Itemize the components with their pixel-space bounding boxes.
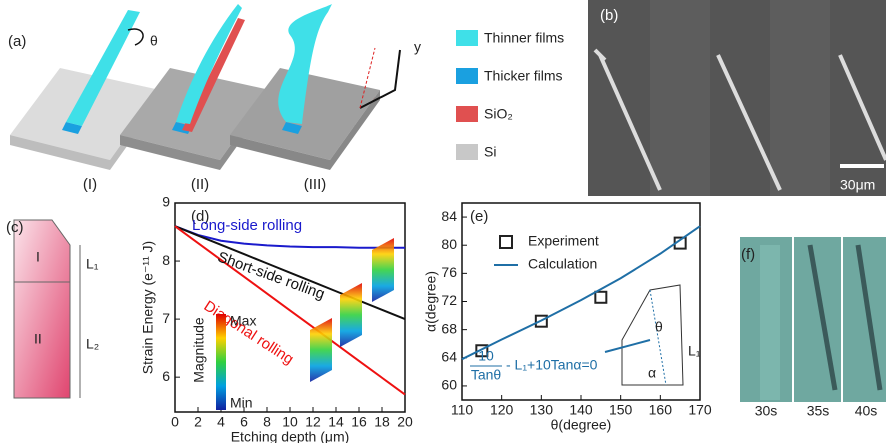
legend-text: Thinner films (484, 30, 564, 46)
panel-label: (f) (741, 246, 755, 263)
colorbar-min: Min (230, 395, 253, 411)
panel-label: (a) (8, 33, 26, 50)
x-tick-label: 0 (171, 414, 179, 430)
colorbar-title: Magnitude (191, 317, 207, 383)
x-tick-label: 6 (240, 414, 248, 430)
x-tick-label: 170 (688, 402, 712, 418)
series-label: Long-side rolling (192, 217, 302, 234)
length-label: L₂ (86, 336, 99, 352)
series-label: Diagonal rolling (201, 297, 297, 368)
x-tick-label: 4 (217, 414, 225, 430)
time-label: 30s (755, 403, 778, 419)
x-tick-label: 10 (282, 414, 298, 430)
length-label: L₁ (86, 256, 99, 272)
colorbar-max: Max (230, 313, 256, 329)
y-axis-label: Strain Energy (e⁻¹¹ J) (140, 241, 156, 374)
sem-image-band (770, 0, 830, 196)
x-tick-label: 140 (569, 402, 593, 418)
y-tick-label: 64 (441, 348, 457, 364)
roman-label: (I) (83, 176, 97, 193)
figure: (b) 30μm (f) 30s 35s 40s (c) I II L₁ L₂ … (0, 0, 886, 443)
legend-text: Si (484, 144, 496, 160)
film-strip (760, 245, 780, 400)
scale-label: 30μm (840, 177, 875, 193)
inset-l1: L₁ (688, 343, 701, 359)
y-tick-label: 9 (162, 194, 170, 210)
y-tick-label: 68 (441, 320, 457, 336)
y-tick-label: 6 (162, 368, 170, 384)
axis-label: y (414, 39, 421, 55)
legend-text: Calculation (528, 256, 597, 272)
panel-label: (e) (470, 208, 488, 225)
y-tick-label: 84 (441, 208, 457, 224)
legend-swatch (456, 30, 478, 46)
roman-label: (III) (304, 176, 327, 193)
rotation-arrow (128, 29, 143, 45)
x-tick-label: 2 (194, 414, 202, 430)
eq-num: 10 (478, 348, 494, 364)
y-tick-label: 80 (441, 236, 457, 252)
eq-rest: - L₁+10Tanα=0 (506, 357, 598, 373)
time-label: 35s (807, 403, 830, 419)
time-label: 40s (855, 403, 878, 419)
eq-den: Tanθ (471, 367, 502, 383)
panel-label: (b) (600, 7, 618, 24)
colorbar (216, 314, 226, 410)
x-tick-label: 18 (374, 414, 390, 430)
y-tick-label: 8 (162, 252, 170, 268)
y-tick-label: 7 (162, 310, 170, 326)
y-tick-label: 72 (441, 292, 457, 308)
part-label: II (34, 331, 42, 347)
x-axis-label: θ(degree) (551, 417, 612, 433)
x-tick-label: 12 (305, 414, 321, 430)
sem-image-band (650, 0, 710, 196)
panel-label: (c) (6, 219, 24, 236)
x-tick-label: 110 (451, 402, 474, 418)
x-tick-label: 8 (263, 414, 271, 430)
marker (595, 292, 606, 303)
x-tick-label: 120 (490, 402, 514, 418)
legend-text: Experiment (528, 233, 599, 249)
legend-marker (500, 236, 512, 248)
y-tick-label: 76 (441, 264, 457, 280)
x-tick-label: 16 (351, 414, 367, 430)
legend-text: SiO₂ (484, 106, 513, 122)
x-tick-label: 130 (530, 402, 554, 418)
inset-alpha: α (648, 365, 656, 381)
series-label: Short-side rolling (215, 249, 327, 303)
x-tick-label: 20 (397, 414, 413, 430)
angle-label: θ (150, 33, 158, 49)
roman-label: (II) (191, 176, 209, 193)
x-tick-label: 14 (328, 414, 344, 430)
inset-film (340, 283, 362, 347)
legend-swatch (456, 144, 478, 160)
x-tick-label: 150 (609, 402, 633, 418)
part-label: I (36, 249, 40, 265)
film-outline (14, 220, 70, 398)
legend-text: Thicker films (484, 68, 563, 84)
x-axis-label: Etching depth (μm) (231, 429, 350, 443)
y-tick-label: 60 (441, 377, 457, 393)
legend-swatch (456, 68, 478, 84)
y-axis-label: α(degree) (423, 271, 439, 332)
legend-swatch (456, 106, 478, 122)
inset-theta: θ (655, 319, 663, 335)
x-tick-label: 160 (649, 402, 673, 418)
